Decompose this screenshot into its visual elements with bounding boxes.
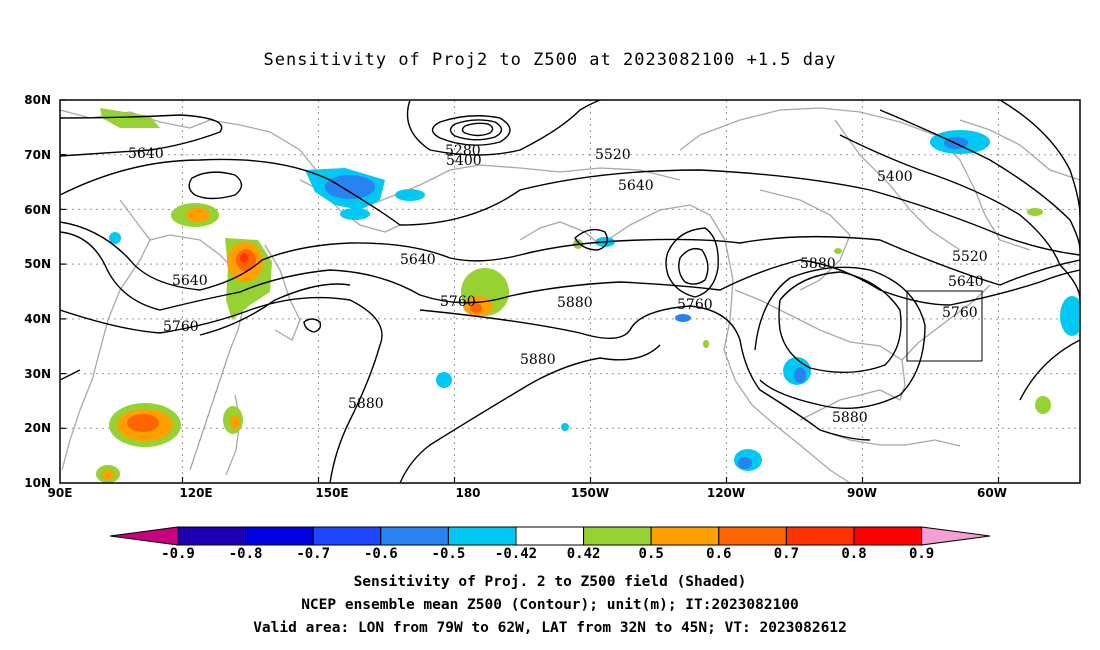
z500-contours [60, 100, 1080, 483]
colorbar-label: -0.8 [229, 546, 263, 562]
contour-label: 5640 [948, 274, 984, 290]
contour-label: 5880 [832, 410, 868, 426]
colorbar-cell [853, 526, 923, 546]
sensitivity-shading [96, 108, 1080, 483]
contour-label: 5760 [440, 294, 476, 310]
contour-label: 5760 [163, 319, 199, 335]
contour-label: 5640 [128, 146, 164, 162]
colorbar-cell [650, 526, 720, 546]
colorbar-label: 0.6 [706, 546, 731, 562]
colorbar-cell [515, 526, 585, 546]
contour-label: 5280 [445, 143, 481, 159]
contour-label: 5640 [618, 178, 654, 194]
x-tick-label: 150E [315, 486, 348, 500]
contour-label: 5880 [348, 396, 384, 412]
plot-frame [59, 99, 1081, 484]
x-tick-label: 60W [977, 486, 1007, 500]
y-tick-label: 80N [24, 93, 51, 107]
y-tick-label: 50N [24, 257, 51, 271]
colorbar-cell [109, 526, 179, 546]
colorbar-cell [785, 526, 855, 546]
x-tick-label: 90W [847, 486, 877, 500]
y-tick-label: 20N [24, 421, 51, 435]
x-tick-label: 180 [455, 486, 480, 500]
colorbar-label: 0.8 [841, 546, 866, 562]
footer-line-1: Sensitivity of Proj. 2 to Z500 field (Sh… [353, 574, 747, 590]
colorbar-cell [921, 526, 991, 546]
contour-label: 5880 [557, 295, 593, 311]
colorbar-label: -0.7 [296, 546, 330, 562]
y-axis-labels: 80N 70N 60N 50N 40N 30N 20N 10N [24, 93, 51, 490]
contour-label: 5760 [677, 297, 713, 313]
footer-line-2: NCEP ensemble mean Z500 (Contour); unit(… [301, 597, 799, 613]
colorbar [109, 526, 991, 546]
colorbar-label: 0.9 [909, 546, 934, 562]
x-tick-label: 120W [707, 486, 745, 500]
contour-label: 5400 [877, 169, 913, 185]
contour-label: 5520 [952, 249, 988, 265]
tick-marks [60, 99, 1000, 483]
contour-label: 5640 [400, 252, 436, 268]
contour-labels: 5640 5280 5400 5520 5640 5400 5640 5640 … [128, 143, 988, 426]
y-tick-label: 60N [24, 203, 51, 217]
colorbar-label: -0.9 [161, 546, 195, 562]
contour-label: 5640 [172, 273, 208, 289]
contour-label: 5760 [942, 305, 978, 321]
contour-label: 5880 [520, 352, 556, 368]
colorbar-cell [380, 526, 449, 546]
colorbar-label: -0.6 [364, 546, 398, 562]
colorbar-label: 0.7 [774, 546, 799, 562]
y-tick-label: 10N [24, 476, 51, 490]
x-tick-label: 120E [179, 486, 212, 500]
y-tick-label: 70N [24, 148, 51, 162]
map-title: Sensitivity of Proj2 to Z500 at 20230821… [263, 50, 837, 70]
x-tick-label: 90E [48, 486, 73, 500]
contour-label: 5400 [446, 153, 482, 169]
colorbar-cell [177, 526, 247, 546]
colorbar-cell [447, 526, 517, 546]
footer-line-3: Valid area: LON from 79W to 62W, LAT fro… [253, 620, 847, 636]
colorbar-label: -0.5 [432, 546, 466, 562]
colorbar-cell [312, 526, 382, 546]
contour-label: 5520 [595, 147, 631, 163]
colorbar-labels: -0.9 -0.8 -0.7 -0.6 -0.5 -0.42 0.42 0.5 … [161, 546, 934, 562]
contour-label: 5880 [800, 256, 836, 272]
grid-lines [60, 100, 1080, 483]
colorbar-cell [245, 526, 314, 546]
colorbar-label: -0.42 [495, 546, 537, 562]
y-tick-label: 40N [24, 312, 51, 326]
x-axis-labels: 90E 120E 150E 180 150W 120W 90W 60W [48, 486, 1007, 500]
valid-area-box [906, 290, 983, 362]
colorbar-label: 0.5 [639, 546, 664, 562]
colorbar-cell [718, 526, 787, 546]
x-tick-label: 150W [571, 486, 609, 500]
colorbar-label: 0.42 [567, 546, 601, 562]
y-tick-label: 30N [24, 367, 51, 381]
colorbar-cell [583, 526, 652, 546]
